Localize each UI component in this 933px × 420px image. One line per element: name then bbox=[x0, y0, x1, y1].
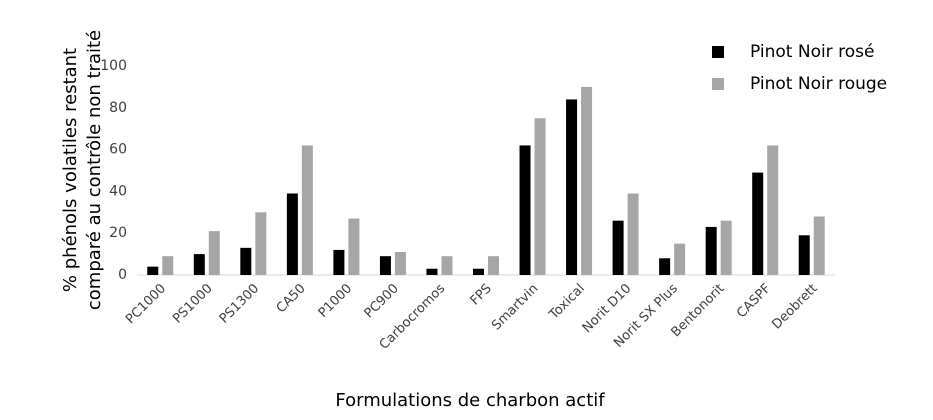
legend-label: Pinot Noir rosé bbox=[750, 42, 874, 62]
legend-swatch bbox=[712, 78, 724, 90]
x-tick-label: PS1300 bbox=[217, 281, 262, 326]
bar bbox=[659, 258, 671, 275]
y-tick-label: 0 bbox=[118, 267, 127, 283]
bar bbox=[286, 193, 298, 275]
bar bbox=[813, 216, 825, 275]
bar bbox=[720, 220, 732, 275]
y-tick-label: 40 bbox=[109, 183, 127, 199]
legend-swatch bbox=[712, 46, 724, 58]
bar bbox=[488, 256, 499, 275]
x-tick-label: CASPF bbox=[734, 281, 774, 321]
bar bbox=[767, 145, 779, 275]
x-tick-label: PC900 bbox=[362, 281, 402, 321]
bar bbox=[705, 226, 717, 275]
x-tick-label: FPS bbox=[468, 281, 495, 308]
y-tick-label: 20 bbox=[109, 225, 127, 241]
y-tick-label: 60 bbox=[109, 142, 127, 158]
bar bbox=[147, 266, 159, 275]
y-axis-label: comparé au contrôle non traité bbox=[84, 30, 105, 310]
x-tick-label: P1000 bbox=[316, 281, 356, 321]
x-tick-label: CA50 bbox=[274, 281, 309, 316]
bar bbox=[193, 254, 205, 275]
bar bbox=[519, 145, 531, 275]
bar bbox=[394, 252, 406, 275]
bar bbox=[627, 193, 639, 275]
bar bbox=[379, 256, 391, 275]
bar bbox=[674, 243, 686, 275]
bar bbox=[441, 256, 453, 275]
bar bbox=[162, 256, 174, 275]
bar bbox=[534, 118, 546, 275]
x-axis-label: Formulations de charbon actif bbox=[335, 390, 605, 411]
x-tick-label: PC1000 bbox=[123, 281, 169, 327]
x-tick-label: Toxical bbox=[546, 281, 588, 323]
bar bbox=[208, 231, 220, 275]
y-tick-label: 80 bbox=[109, 100, 127, 116]
bar bbox=[301, 145, 313, 275]
y-tick-label: 100 bbox=[100, 58, 127, 74]
bar bbox=[581, 86, 593, 276]
bar bbox=[333, 249, 345, 275]
y-axis-label: % phénols volatiles restant bbox=[60, 48, 81, 292]
bar bbox=[473, 268, 484, 275]
bar bbox=[426, 268, 438, 275]
x-tick-label: Deobrett bbox=[769, 281, 820, 332]
bar bbox=[752, 172, 764, 275]
bar bbox=[566, 99, 578, 275]
bar bbox=[612, 220, 624, 275]
x-tick-label: PS1000 bbox=[170, 281, 215, 326]
bar bbox=[255, 212, 267, 275]
bar bbox=[798, 235, 810, 275]
x-tick-label: Smartvin bbox=[489, 281, 541, 333]
bar bbox=[240, 247, 252, 275]
bar bbox=[348, 218, 360, 275]
legend-label: Pinot Noir rouge bbox=[750, 74, 887, 94]
